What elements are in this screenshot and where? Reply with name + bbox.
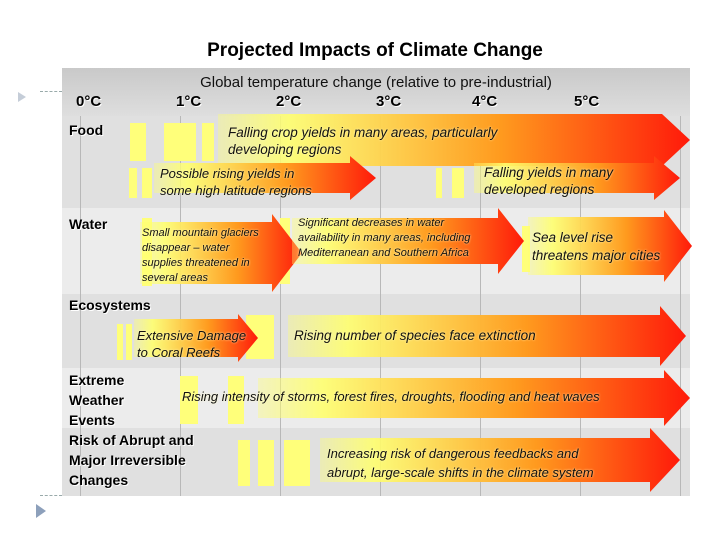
tick-label: 1°C bbox=[176, 93, 202, 110]
onset-bar bbox=[238, 440, 250, 486]
gridline bbox=[380, 116, 381, 496]
onset-bar bbox=[522, 226, 530, 272]
arrow-shape bbox=[474, 156, 680, 200]
impact-label: Rising number of species face extinction bbox=[294, 328, 536, 343]
onset-bar bbox=[126, 324, 132, 360]
impact-label: Falling yields in many developed regions bbox=[484, 165, 614, 197]
next-slide-icon[interactable] bbox=[36, 504, 46, 518]
arrow-food-rising-high-latitude bbox=[154, 156, 376, 200]
divider bbox=[40, 91, 62, 92]
arrow-shape bbox=[218, 114, 690, 166]
onset-bar bbox=[258, 440, 274, 486]
onset-bar bbox=[452, 168, 464, 198]
onset-bar bbox=[117, 324, 123, 360]
onset-bar bbox=[130, 123, 146, 161]
category-weather: Extreme Weather Events bbox=[69, 372, 125, 428]
onset-bar bbox=[142, 168, 152, 198]
impact-label: Rising intensity of storms, forest fires… bbox=[182, 389, 600, 404]
onset-bar bbox=[284, 440, 310, 486]
page-title: Projected Impacts of Climate Change bbox=[207, 40, 543, 61]
header-band bbox=[62, 68, 690, 116]
category-ecosystems: Ecosystems bbox=[69, 297, 151, 313]
gridline bbox=[180, 116, 181, 496]
onset-bar bbox=[180, 376, 198, 424]
arrow-shape bbox=[320, 428, 680, 492]
category-abrupt: Risk of Abrupt and Major Irreversible Chan… bbox=[69, 432, 194, 488]
gridline bbox=[680, 116, 681, 496]
arrow-eco-coral bbox=[134, 314, 258, 362]
gridline bbox=[580, 116, 581, 496]
category-water: Water bbox=[69, 216, 108, 232]
arrow-eco-species bbox=[288, 306, 686, 366]
tick-label: 3°C bbox=[376, 93, 402, 110]
impacts-diagram: Global temperature change (relative to p… bbox=[62, 68, 692, 496]
tick-label: 2°C bbox=[276, 93, 302, 110]
arrow-shape bbox=[292, 208, 524, 274]
onset-bar bbox=[202, 123, 214, 161]
arrow-water-decreases bbox=[292, 208, 524, 274]
impact-label: Falling crop yields in many areas, parti… bbox=[228, 125, 498, 157]
arrow-shape bbox=[134, 314, 258, 362]
arrow-shape bbox=[528, 210, 692, 282]
impact-label: Possible rising yields in some high latit… bbox=[160, 166, 312, 198]
onset-bar bbox=[129, 168, 137, 198]
gridline bbox=[280, 116, 281, 496]
arrow-food-falling-developed bbox=[474, 156, 680, 200]
onset-bar bbox=[436, 168, 442, 198]
tick-label: 4°C bbox=[472, 93, 498, 110]
arrow-shape bbox=[140, 214, 302, 292]
arrow-shape bbox=[154, 156, 376, 200]
arrow-water-glaciers bbox=[140, 214, 302, 292]
gridline bbox=[80, 116, 81, 496]
divider bbox=[40, 495, 62, 496]
onset-bar bbox=[164, 123, 196, 161]
arrow-abrupt-feedbacks bbox=[320, 428, 680, 492]
category-food: Food bbox=[69, 122, 104, 138]
axis-title: Global temperature change (relative to p… bbox=[200, 74, 552, 91]
arrow-food-falling-developing bbox=[218, 114, 690, 166]
impact-label: Small mountain glaciers disappear – water… bbox=[142, 227, 259, 284]
arrow-weather-storms bbox=[258, 370, 690, 426]
arrow-water-sea-level bbox=[528, 210, 692, 282]
tick-label: 0°C bbox=[76, 93, 102, 110]
impact-label: Significant decreases in water availabili… bbox=[298, 217, 471, 259]
bullet-triangle-icon bbox=[18, 92, 26, 102]
impact-label: Extensive Damage to Coral Reefs bbox=[137, 328, 247, 360]
arrow-shape bbox=[258, 370, 690, 426]
tick-label: 5°C bbox=[574, 93, 600, 110]
impact-label: Sea level rise threatens major cities bbox=[532, 230, 661, 263]
arrow-shape bbox=[288, 306, 686, 366]
impact-label: Increasing risk of dangerous feedbacks a… bbox=[327, 446, 594, 480]
onset-bar bbox=[228, 376, 244, 424]
gridline bbox=[480, 116, 481, 496]
